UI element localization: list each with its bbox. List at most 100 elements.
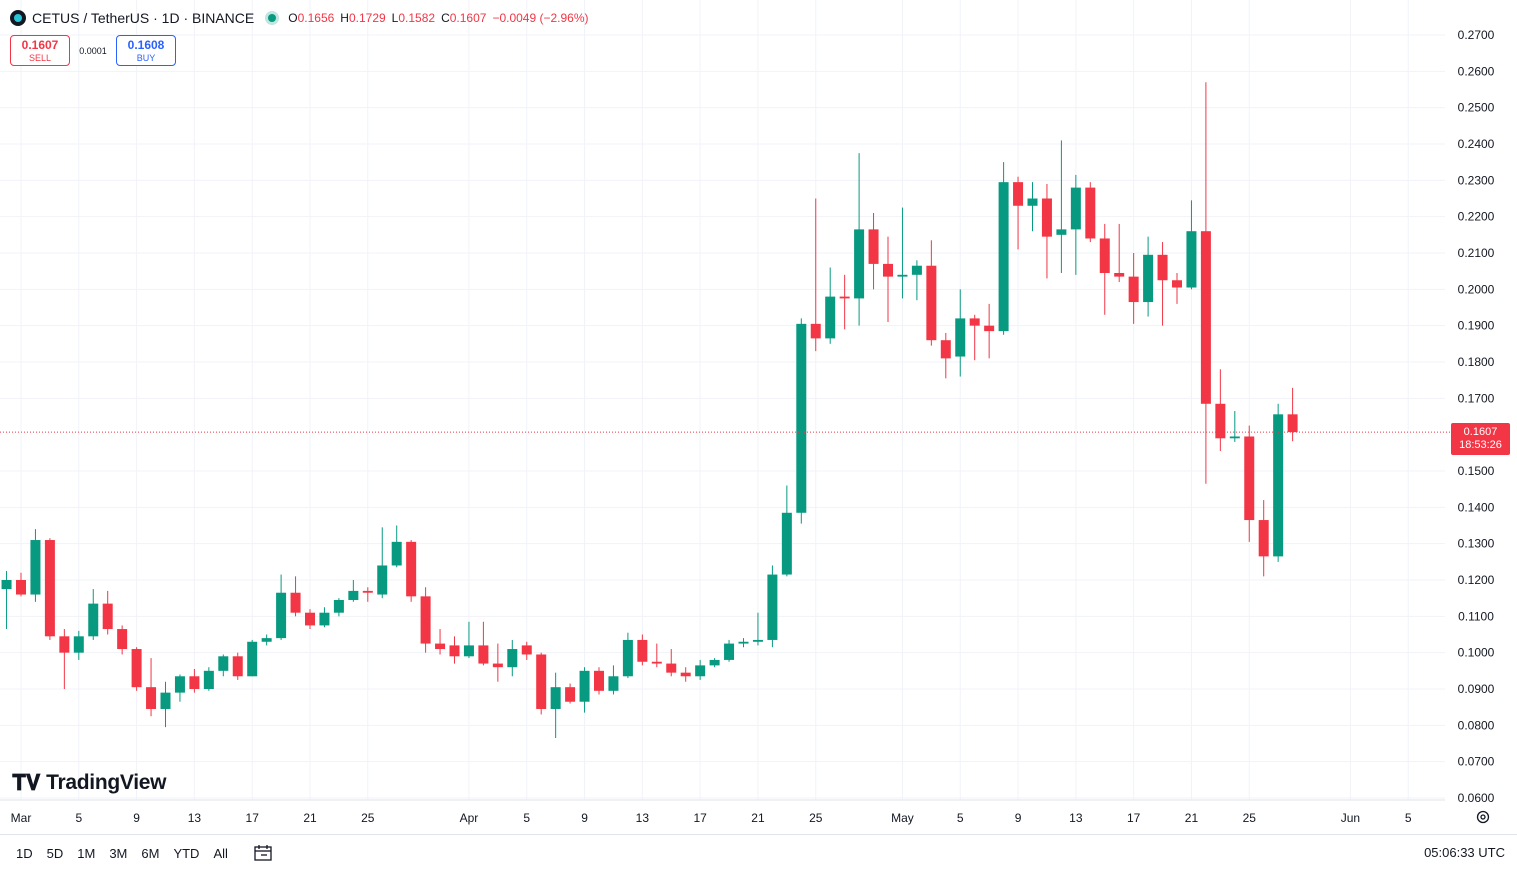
candle-up[interactable] — [261, 634, 272, 646]
candle-down[interactable] — [420, 587, 431, 653]
range-all-button[interactable]: All — [213, 845, 228, 861]
range-1d-button[interactable]: 1D — [16, 845, 33, 861]
candle-down[interactable] — [926, 240, 937, 346]
candle-down[interactable] — [362, 587, 373, 602]
range-1m-button[interactable]: 1M — [77, 845, 96, 861]
candle-down[interactable] — [1085, 182, 1096, 243]
candle-up[interactable] — [1186, 200, 1197, 290]
candle-up[interactable] — [911, 260, 922, 301]
candle-down[interactable] — [1041, 183, 1052, 279]
sell-button[interactable]: 0.1607 SELL — [10, 35, 70, 66]
candle-up[interactable] — [738, 638, 749, 648]
candle-up[interactable] — [507, 639, 518, 677]
candle-up[interactable] — [319, 607, 330, 628]
candle-down[interactable] — [1013, 176, 1024, 250]
candle-down[interactable] — [521, 641, 532, 660]
candle-down[interactable] — [117, 625, 128, 655]
candle-down[interactable] — [1157, 242, 1168, 326]
candle-up[interactable] — [955, 289, 966, 377]
candle-down[interactable] — [1200, 82, 1211, 484]
candle-down[interactable] — [478, 621, 489, 666]
candle-up[interactable] — [709, 658, 720, 668]
candle-up[interactable] — [796, 318, 807, 524]
utc-clock[interactable]: 05:06:33 UTC — [1424, 845, 1505, 860]
candle-down[interactable] — [637, 634, 648, 666]
candle-up[interactable] — [781, 485, 792, 577]
candle-down[interactable] — [1099, 223, 1110, 315]
tradingview-watermark[interactable]: 𝐓𝐕 TradingView — [12, 770, 166, 796]
candle-up[interactable] — [1070, 174, 1081, 275]
candle-up[interactable] — [998, 162, 1009, 335]
candle-up[interactable] — [463, 621, 474, 659]
candle-down[interactable] — [1215, 369, 1226, 452]
candle-down[interactable] — [680, 667, 691, 682]
candle-down[interactable] — [969, 314, 980, 361]
candle-down[interactable] — [102, 590, 113, 635]
candle-up[interactable] — [695, 659, 706, 680]
candle-down[interactable] — [232, 652, 243, 680]
candle-up[interactable] — [1229, 411, 1240, 442]
candle-up[interactable] — [825, 267, 836, 344]
calendar-range-icon[interactable] — [253, 844, 273, 862]
candle-up[interactable] — [550, 672, 561, 739]
candle-down[interactable] — [984, 303, 995, 359]
candle-down[interactable] — [131, 647, 142, 691]
candle-down[interactable] — [1287, 387, 1298, 442]
candle-up[interactable] — [1027, 182, 1038, 232]
symbol-title[interactable]: CETUS / TetherUS · 1D · BINANCE — [32, 10, 255, 26]
candle-down[interactable] — [44, 538, 55, 640]
candle-up[interactable] — [1, 570, 12, 630]
candle-up[interactable] — [333, 598, 344, 617]
candle-down[interactable] — [883, 236, 893, 323]
candle-up[interactable] — [348, 580, 359, 602]
candle-down[interactable] — [1258, 500, 1269, 577]
range-5d-button[interactable]: 5D — [46, 845, 64, 861]
candle-down[interactable] — [146, 658, 157, 717]
candle-down[interactable] — [189, 669, 200, 693]
candle-down[interactable] — [594, 667, 604, 695]
candle-down[interactable] — [940, 332, 951, 379]
candle-up[interactable] — [854, 153, 865, 326]
candle-up[interactable] — [752, 612, 763, 646]
candle-up[interactable] — [391, 525, 402, 568]
candle-up[interactable] — [622, 632, 633, 679]
range-3m-button[interactable]: 3M — [109, 845, 128, 861]
candle-up[interactable] — [247, 639, 258, 677]
candle-down[interactable] — [449, 636, 460, 664]
candle-up[interactable] — [1143, 236, 1154, 317]
candle-up[interactable] — [377, 527, 388, 599]
candle-up[interactable] — [160, 681, 171, 728]
candle-down[interactable] — [1244, 425, 1255, 542]
candle-down[interactable] — [16, 572, 26, 597]
candle-down[interactable] — [839, 274, 850, 330]
candle-down[interactable] — [290, 576, 301, 617]
axis-settings-icon[interactable] — [1475, 809, 1491, 825]
range-6m-button[interactable]: 6M — [141, 845, 160, 861]
candle-down[interactable] — [305, 609, 315, 630]
candle-down[interactable] — [1128, 253, 1139, 324]
candle-down[interactable] — [536, 652, 547, 715]
candle-down[interactable] — [59, 629, 70, 689]
buy-button[interactable]: 0.1608 BUY — [116, 35, 176, 66]
candle-down[interactable] — [868, 213, 879, 290]
candle-down[interactable] — [435, 629, 446, 655]
candle-up[interactable] — [88, 589, 99, 640]
candle-down[interactable] — [1172, 272, 1182, 304]
range-ytd-button[interactable]: YTD — [173, 845, 200, 861]
candle-down[interactable] — [1114, 223, 1125, 283]
candle-up[interactable] — [218, 654, 229, 677]
candle-up[interactable] — [276, 574, 287, 640]
candle-up[interactable] — [724, 639, 735, 662]
candle-down[interactable] — [666, 649, 677, 677]
candle-up[interactable] — [1273, 403, 1284, 562]
candle-up[interactable] — [767, 565, 778, 648]
candle-down[interactable] — [492, 643, 503, 682]
candle-up[interactable] — [1056, 140, 1067, 273]
candle-up[interactable] — [30, 529, 41, 602]
candle-down[interactable] — [565, 683, 576, 704]
candle-up[interactable] — [203, 667, 214, 691]
candle-down[interactable] — [406, 540, 417, 602]
candle-up[interactable] — [174, 674, 185, 702]
candle-down[interactable] — [810, 198, 821, 352]
